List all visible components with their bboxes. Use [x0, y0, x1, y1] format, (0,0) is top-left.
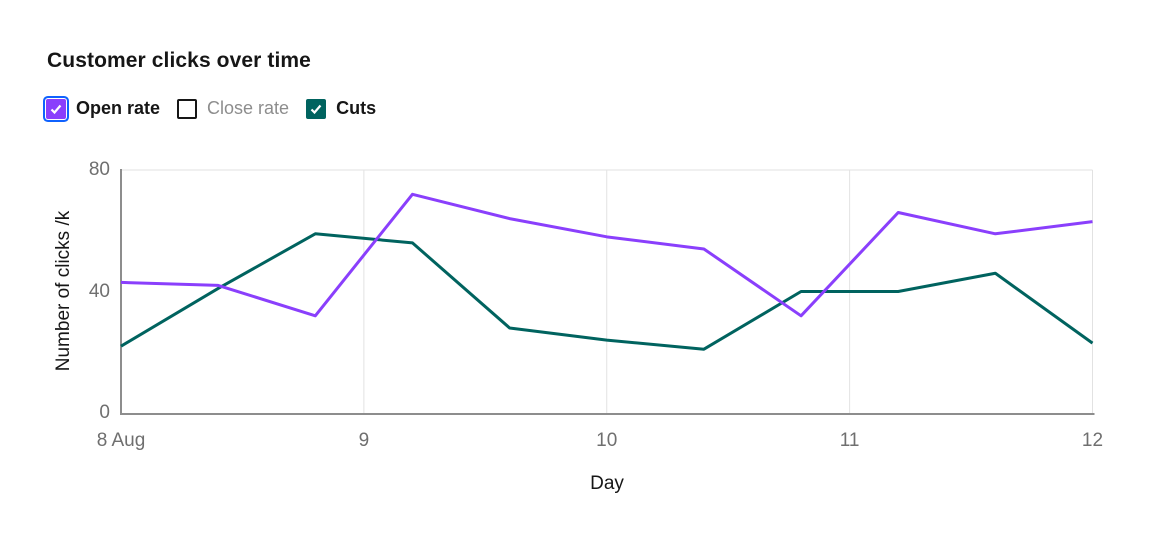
checkmark-icon	[310, 104, 322, 114]
x-tick-label: 8 Aug	[96, 430, 146, 451]
legend-label-open-rate: Open rate	[76, 98, 161, 118]
y-tick-label: 40	[88, 280, 110, 302]
x-axis-title: Day	[590, 473, 624, 494]
legend-label-cuts: Cuts	[336, 98, 377, 118]
cuts-checkbox[interactable]	[306, 98, 327, 119]
legend-item-cuts[interactable]: Cuts	[306, 98, 376, 119]
legend: Open rate Close rate Cuts	[46, 98, 376, 119]
series-line-open-rate	[120, 192, 1093, 318]
y-tick-label: 80	[88, 159, 110, 180]
legend-label-close-rate: Close rate	[207, 98, 290, 118]
x-tick-label: 11	[839, 430, 860, 451]
x-tick-label: 9	[358, 430, 370, 451]
series-line-cuts	[120, 232, 1094, 351]
legend-item-close-rate[interactable]: Close rate	[177, 98, 289, 119]
legend-item-open-rate[interactable]: Open rate	[46, 98, 160, 119]
y-tick-label: 0	[99, 402, 110, 423]
chart-title: Customer clicks over time	[47, 49, 311, 72]
open-rate-checkbox[interactable]	[46, 98, 66, 119]
x-tick-label: 10	[596, 430, 618, 451]
close-rate-checkbox[interactable]	[177, 98, 198, 119]
checkmark-icon	[50, 104, 62, 114]
x-tick-label: 12	[1081, 430, 1104, 451]
